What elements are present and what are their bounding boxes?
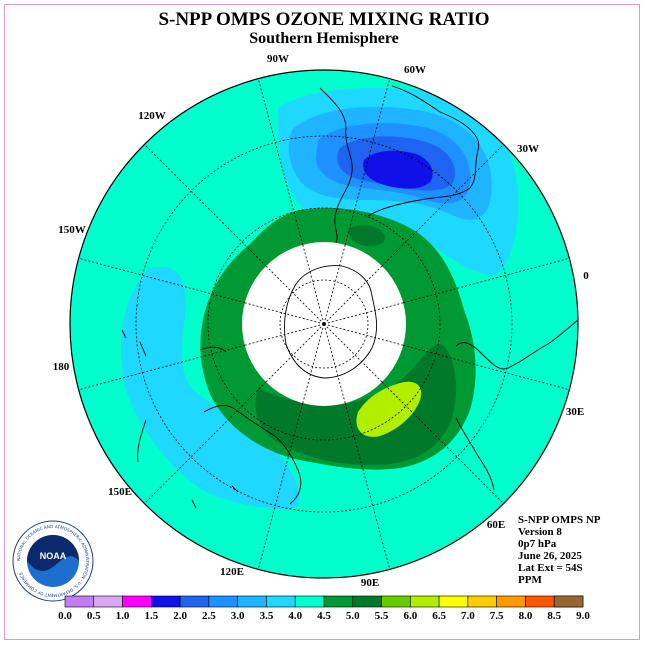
- info-lat-extent: Lat Ext = 54S: [518, 562, 583, 574]
- lon-label-30e: 30E: [566, 406, 584, 418]
- meridian-line: [78, 344, 245, 391]
- lon-label-120w: 120W: [138, 110, 166, 122]
- inner-graticule: [279, 279, 369, 369]
- meridian-line: [381, 381, 504, 504]
- map-subtitle: Southern Hemisphere: [249, 30, 399, 47]
- lon-label-150w: 150W: [58, 224, 86, 236]
- map-title: S-NPP OMPS OZONE MIXING RATIO: [158, 9, 490, 30]
- contour-1.0-upper: [363, 150, 433, 189]
- map-boundary: [69, 69, 579, 579]
- inner-meridians: [244, 244, 404, 404]
- lon-label-60w: 60W: [404, 64, 426, 76]
- info-product: S-NPP OMPS NP: [518, 514, 601, 526]
- info-units: PPM: [518, 574, 542, 586]
- meridian-line: [403, 344, 570, 391]
- meridian-line: [78, 257, 245, 304]
- logo-text: NOAA: [40, 551, 67, 561]
- meridian-line: [381, 144, 504, 267]
- info-block: S-NPP OMPS NP Version 8 0p7 hPa June 26,…: [518, 514, 638, 586]
- lon-label-180: 180: [53, 361, 70, 373]
- meridian-line-inner: [323, 323, 383, 383]
- meridian-line-inner: [244, 302, 325, 325]
- lon-label-150e: 150E: [108, 486, 132, 498]
- meridian-line: [144, 381, 267, 504]
- south-pole-marker: [322, 322, 326, 326]
- info-version: Version 8: [518, 526, 562, 538]
- meridian-line: [144, 144, 267, 267]
- longitude-labels: 90W 60W 30W 0 30E 60E 90E 120E 150E 180 …: [53, 53, 590, 589]
- meridian-line-inner: [323, 323, 404, 346]
- noaa-logo: NATIONAL OCEANIC AND ATMOSPHERIC ADMINIS…: [12, 520, 94, 602]
- meridian-line-inner: [323, 244, 346, 325]
- meridian-line: [403, 257, 570, 304]
- info-date: June 26, 2025: [518, 550, 582, 562]
- ozone-contours: [78, 78, 578, 570]
- meridian-line: [344, 403, 391, 570]
- graticule: [135, 135, 513, 513]
- contour-5.5: [356, 381, 422, 437]
- lon-label-90e: 90E: [361, 577, 379, 589]
- antarctica-coastline: [284, 265, 378, 379]
- meridian-line-inner: [302, 244, 325, 325]
- lon-label-60e: 60E: [487, 519, 505, 531]
- info-pressure: 0p7 hPa: [518, 538, 557, 550]
- meridian-line-inner: [323, 302, 404, 325]
- meridian-line: [344, 78, 391, 245]
- contour-3.0-left: [121, 266, 300, 510]
- logo-bird: [27, 535, 79, 572]
- meridian-line-inner: [265, 323, 325, 383]
- lon-label-90w: 90W: [267, 53, 289, 65]
- contour-5.0-top: [348, 225, 385, 247]
- meridian-line: [257, 78, 304, 245]
- meridian-line-inner: [265, 265, 325, 325]
- meridian-line-inner: [323, 323, 346, 404]
- lon-label-30w: 30W: [517, 143, 539, 155]
- lon-label-0: 0: [583, 270, 589, 282]
- meridians: [78, 78, 570, 570]
- meridian-line-inner: [302, 323, 325, 404]
- contour-5.0-band: [255, 343, 457, 466]
- lon-label-120e: 120E: [220, 566, 244, 578]
- meridian-line-inner: [323, 265, 383, 325]
- meridian-line: [257, 403, 304, 570]
